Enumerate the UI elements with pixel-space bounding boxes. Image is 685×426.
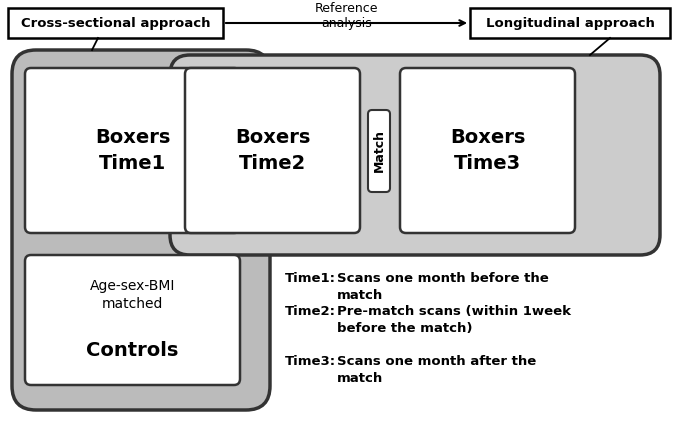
Text: Boxers
Time2: Boxers Time2 bbox=[235, 128, 310, 173]
Text: Controls: Controls bbox=[86, 340, 179, 360]
Text: Scans one month after the
match: Scans one month after the match bbox=[337, 355, 536, 385]
Text: Age-sex-BMI
matched: Age-sex-BMI matched bbox=[90, 279, 175, 311]
FancyBboxPatch shape bbox=[470, 8, 670, 38]
Text: Longitudinal approach: Longitudinal approach bbox=[486, 17, 654, 29]
FancyBboxPatch shape bbox=[185, 68, 360, 233]
FancyBboxPatch shape bbox=[368, 110, 390, 192]
Text: Cross-sectional approach: Cross-sectional approach bbox=[21, 17, 210, 29]
FancyBboxPatch shape bbox=[25, 68, 240, 233]
Text: Boxers
Time3: Boxers Time3 bbox=[450, 128, 525, 173]
FancyBboxPatch shape bbox=[12, 50, 270, 410]
Text: Boxers
Time1: Boxers Time1 bbox=[95, 128, 170, 173]
Text: Reference
analysis: Reference analysis bbox=[314, 2, 378, 31]
FancyBboxPatch shape bbox=[170, 55, 660, 255]
Text: Time3:: Time3: bbox=[285, 355, 336, 368]
Text: Time1:: Time1: bbox=[285, 272, 336, 285]
Text: Scans one month before the
match: Scans one month before the match bbox=[337, 272, 549, 302]
Text: Match: Match bbox=[373, 130, 386, 173]
Text: Time2:: Time2: bbox=[285, 305, 336, 318]
FancyBboxPatch shape bbox=[400, 68, 575, 233]
FancyBboxPatch shape bbox=[8, 8, 223, 38]
Text: Pre-match scans (within 1week
before the match): Pre-match scans (within 1week before the… bbox=[337, 305, 571, 335]
FancyBboxPatch shape bbox=[25, 255, 240, 385]
